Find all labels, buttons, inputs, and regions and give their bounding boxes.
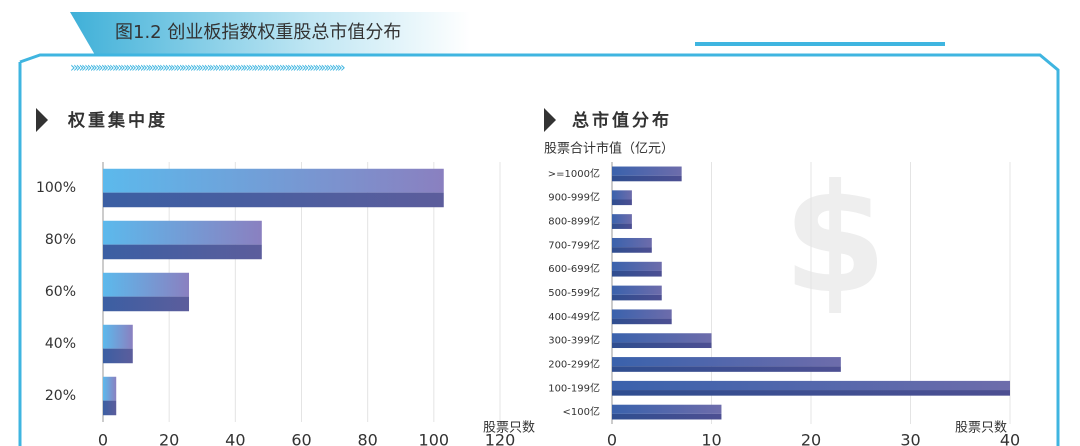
bar [612, 190, 632, 206]
y-tick-label: 900-999亿 [548, 191, 600, 204]
x-tick-label: 10 [701, 431, 721, 446]
bar-top [612, 214, 632, 224]
bar-bottom [103, 192, 444, 208]
bar [612, 309, 672, 325]
y-tick-label: 600-699亿 [548, 262, 600, 275]
bar-top [612, 237, 652, 248]
bar-top [612, 404, 722, 414]
x-tick-label: 100 [419, 431, 450, 446]
dollar-watermark: $ [783, 153, 887, 327]
bar-bottom [612, 223, 632, 229]
bar-top [612, 285, 662, 295]
bar [612, 380, 1010, 396]
y-tick-label: 200-299亿 [548, 357, 600, 370]
y-tick-label: 20% [45, 388, 76, 404]
x-tick-label: 0 [607, 431, 617, 446]
bar-bottom [612, 294, 662, 301]
bar [103, 220, 262, 260]
x-tick-label: 40 [225, 431, 245, 446]
bar-top [612, 357, 841, 367]
bar [612, 285, 662, 301]
bar-top [103, 376, 117, 401]
bar-bottom [612, 342, 712, 349]
bar-bottom [103, 348, 133, 364]
marker [36, 108, 48, 132]
bar [103, 376, 117, 416]
y-tick-label: 100% [36, 180, 76, 196]
bar-bottom [612, 175, 682, 182]
chart-title: 总市值分布 [572, 110, 672, 131]
y-axis-label: 股票合计市值（亿元） [544, 141, 674, 157]
bar-top [612, 333, 712, 343]
bar-bottom [612, 366, 841, 372]
bar-top [103, 168, 444, 193]
x-tick-label: 60 [291, 431, 311, 446]
chart-title: 权重集中度 [67, 110, 168, 131]
y-tick-label: 700-799亿 [548, 238, 600, 251]
bar-bottom [612, 270, 662, 277]
bar-top [612, 166, 682, 176]
bar [612, 166, 682, 182]
bar-bottom [612, 318, 672, 325]
bar [612, 214, 632, 229]
y-tick-label: <100亿 [563, 405, 600, 418]
page-title: 图1.2 创业板指数权重股总市值分布 [115, 22, 401, 43]
x-axis-label: 股票只数 [483, 421, 535, 436]
bar [103, 168, 444, 208]
y-tick-label: >=1000亿 [548, 167, 600, 180]
y-tick-label: 500-599亿 [548, 286, 600, 299]
bar [612, 404, 722, 420]
y-tick-label: 800-899亿 [548, 215, 600, 228]
marker [544, 108, 556, 132]
bar-top [103, 272, 190, 297]
frame [18, 53, 1060, 446]
bar-bottom [612, 390, 1010, 396]
x-tick-label: 20 [801, 431, 821, 446]
bar-top [612, 309, 672, 319]
bar [103, 272, 190, 312]
chevrons: »»»»»»»»»»»»»»»»»»»»»»»»»»»»»»»»»»»»»»»»… [70, 60, 345, 76]
bar-bottom [612, 199, 632, 206]
bar-bottom [103, 296, 190, 312]
bar [612, 333, 712, 349]
x-tick-label: 40 [1000, 431, 1020, 446]
x-tick-label: 120 [485, 431, 516, 446]
x-axis-label: 股票只数 [955, 421, 1007, 436]
y-tick-label: 80% [45, 232, 76, 248]
bar-bottom [103, 400, 117, 416]
bar-bottom [612, 247, 652, 253]
bar-top [103, 220, 262, 245]
y-tick-label: 100-199亿 [548, 381, 600, 394]
bar [612, 357, 841, 372]
bar-bottom [103, 244, 262, 260]
bar-bottom [612, 413, 722, 420]
y-tick-label: 400-499亿 [548, 310, 600, 323]
y-tick-label: 40% [45, 336, 76, 352]
header-bg [70, 12, 470, 55]
bar [103, 324, 133, 364]
bar [612, 237, 652, 253]
bar [612, 261, 662, 277]
x-tick-label: 80 [357, 431, 377, 446]
y-tick-label: 300-399亿 [548, 334, 600, 347]
bar-top [612, 380, 1010, 391]
y-tick-label: 60% [45, 284, 76, 300]
bar-top [612, 190, 632, 200]
x-tick-label: 0 [98, 431, 108, 446]
x-tick-label: 30 [900, 431, 920, 446]
bar-top [612, 261, 662, 271]
bar-top [103, 324, 133, 349]
x-tick-label: 20 [159, 431, 179, 446]
